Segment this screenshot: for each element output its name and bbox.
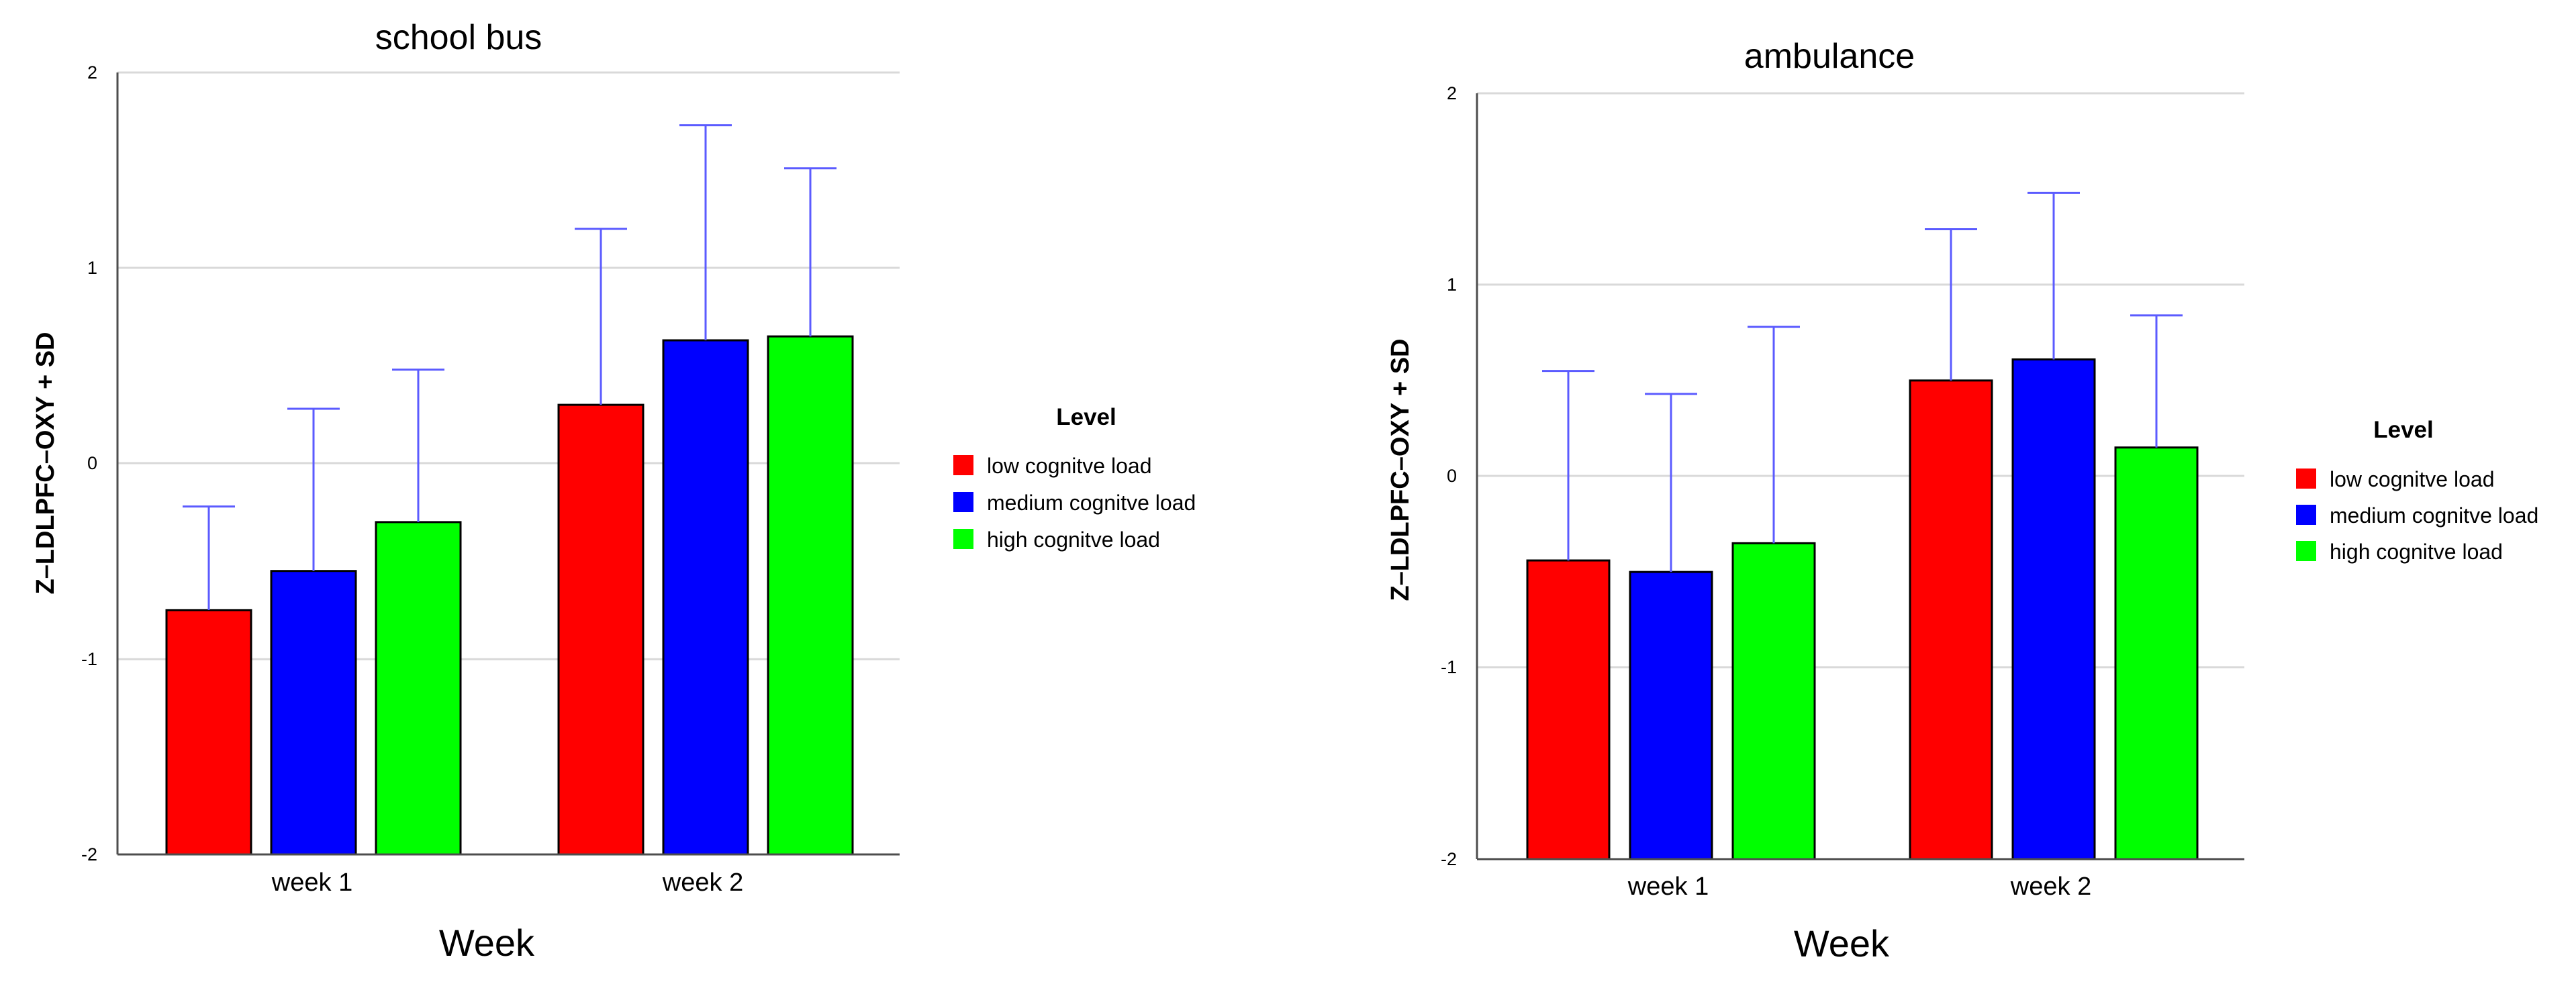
- chart-1-bars: [165, 335, 854, 856]
- chart-2-y-tick-label: -2: [1441, 849, 1457, 869]
- chart-2-bar-low-week-1: [1526, 559, 1611, 860]
- chart-1-y-tick-label: -2: [81, 844, 97, 865]
- chart-2-error-bars: [1542, 191, 2183, 573]
- chart-2-bar-high-week-2: [2114, 446, 2199, 860]
- chart-2-title: ambulance: [1744, 37, 1915, 76]
- chart-2-y-ticks: 2 1 0 -1 -2: [1441, 83, 1457, 869]
- chart-1-legend-label-medium: medium cognitve load: [987, 491, 1196, 515]
- chart-2-legend: Level low cognitve load medium cognitve …: [2296, 417, 2538, 564]
- chart-1-legend-swatch-medium: [953, 492, 973, 512]
- chart-1-y-tick-label: 0: [87, 453, 97, 473]
- chart-1-y-axis-title: Z–LDLPFC–OXY + SD: [32, 332, 60, 594]
- chart-1-legend: Level low cognitve load medium cognitve …: [953, 404, 1196, 552]
- chart-2-x-tick-label-week-2: week 2: [2010, 873, 2091, 901]
- chart-school-bus: school bus 2 1 0 -1 -2 week 1 week 2 Wee…: [32, 18, 1196, 964]
- chart-1-x-axis-title: Week: [439, 922, 535, 964]
- chart-1-bar-medium-week-2: [662, 339, 749, 856]
- chart-1-bar-low-week-1: [165, 609, 252, 856]
- chart-1-x-tick-label-week-1: week 1: [271, 869, 352, 897]
- chart-2-legend-label-medium: medium cognitve load: [2330, 503, 2538, 528]
- chart-2-legend-swatch-high: [2296, 541, 2316, 561]
- chart-1-bar-high-week-2: [767, 335, 854, 856]
- chart-1-legend-swatch-high: [953, 529, 973, 549]
- chart-1-error-bars: [183, 124, 837, 610]
- chart-2-legend-label-high: high cognitve load: [2330, 540, 2503, 564]
- chart-1-x-tick-label-week-2: week 2: [662, 869, 743, 897]
- chart-2-bars: [1526, 358, 2199, 860]
- chart-ambulance: ambulance 2 1 0 -1 -2 week 1 week 2 Week…: [1386, 37, 2538, 965]
- chart-1-legend-label-high: high cognitve load: [987, 528, 1160, 552]
- chart-2-bar-high-week-1: [1731, 542, 1816, 860]
- chart-2-legend-swatch-medium: [2296, 505, 2316, 525]
- chart-1-title: school bus: [375, 18, 542, 57]
- chart-2-legend-label-low: low cognitve load: [2330, 467, 2494, 491]
- chart-1-bar-medium-week-1: [270, 570, 357, 856]
- chart-1-legend-label-low: low cognitve load: [987, 454, 1151, 478]
- chart-2-y-axis-title: Z–LDLPFC–OXY + SD: [1386, 338, 1415, 601]
- chart-1-bar-high-week-1: [375, 521, 462, 856]
- chart-2-y-tick-label: 2: [1447, 83, 1457, 103]
- chart-2-bar-low-week-2: [1909, 379, 1993, 860]
- chart-1-y-ticks: 2 1 0 -1 -2: [81, 62, 97, 865]
- chart-2-x-axis-title: Week: [1794, 922, 1890, 965]
- chart-1-legend-swatch-low: [953, 455, 973, 475]
- chart-1-legend-title: Level: [1056, 404, 1116, 430]
- chart-2-bar-medium-week-1: [1629, 571, 1713, 860]
- chart-1-y-tick-label: -1: [81, 649, 97, 669]
- chart-2-y-tick-label: 1: [1447, 275, 1457, 295]
- chart-2-x-tick-label-week-1: week 1: [1627, 873, 1709, 901]
- chart-1-y-tick-label: 1: [87, 258, 97, 278]
- chart-2-bar-medium-week-2: [2011, 358, 2096, 860]
- chart-1-bar-low-week-2: [557, 403, 645, 856]
- chart-2-legend-title: Level: [2373, 417, 2434, 443]
- chart-2-y-tick-label: -1: [1441, 657, 1457, 677]
- chart-1-y-tick-label: 2: [87, 62, 97, 83]
- chart-2-legend-swatch-low: [2296, 469, 2316, 489]
- chart-2-y-tick-label: 0: [1447, 466, 1457, 486]
